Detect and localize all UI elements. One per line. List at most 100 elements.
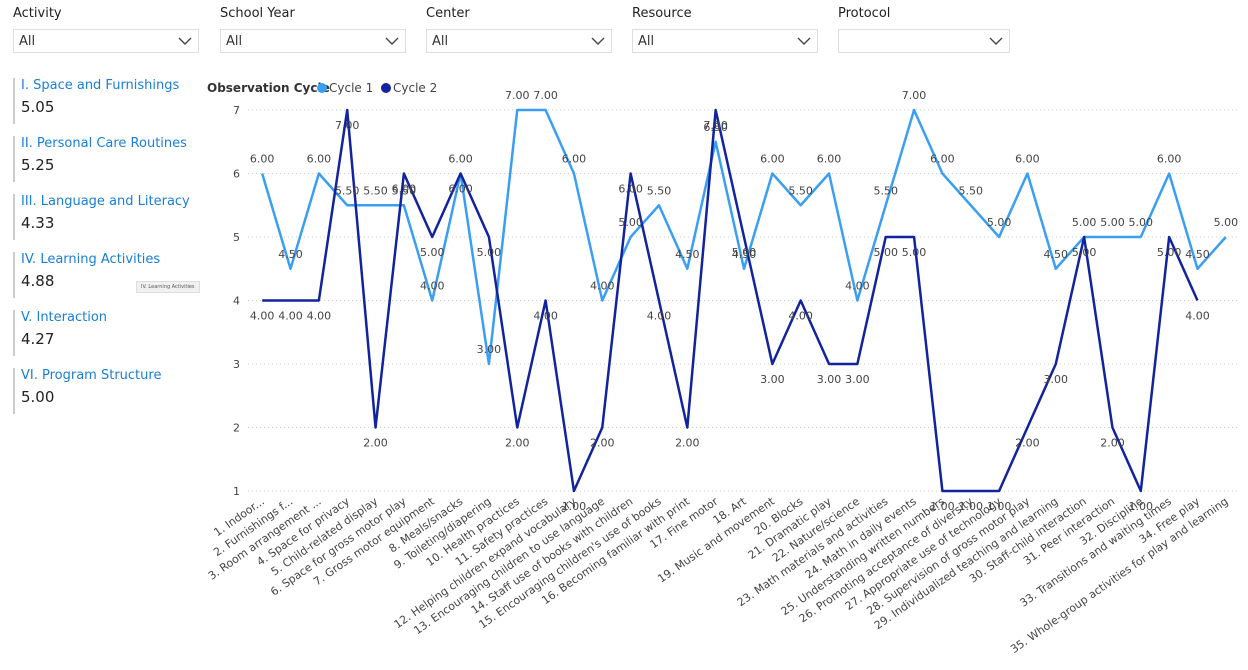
dropdown[interactable] xyxy=(838,29,1010,53)
filter-label: Activity xyxy=(13,6,62,21)
data-label: 4.00 xyxy=(420,280,445,293)
data-label: 1.00 xyxy=(958,500,983,513)
tooltip: IV. Learning Activities xyxy=(136,281,200,293)
kpi-title: IV. Learning Activities xyxy=(21,252,161,267)
data-label: 5.00 xyxy=(1129,216,1154,229)
dropdown[interactable]: All xyxy=(632,29,818,53)
legend-label: Cycle 2 xyxy=(393,81,437,95)
kpi-value: 4.88 xyxy=(21,272,55,290)
data-label: 4.00 xyxy=(533,310,558,323)
legend-label: Cycle 1 xyxy=(329,81,373,95)
data-label: 7.00 xyxy=(505,89,530,102)
legend-marker xyxy=(317,83,327,93)
chevron xyxy=(989,37,1003,45)
filter: Center All xyxy=(426,6,612,53)
data-label: 2.00 xyxy=(363,437,388,450)
data-label: 4.00 xyxy=(307,310,332,323)
data-label: 6.00 xyxy=(817,153,842,166)
data-label: 5.00 xyxy=(1214,216,1239,229)
data-label: 4.50 xyxy=(732,248,757,261)
kpi-value: 5.25 xyxy=(21,156,55,174)
data-label: 2.00 xyxy=(675,437,700,450)
line xyxy=(262,108,1199,493)
data-label: 6.00 xyxy=(250,153,275,166)
data-label: 4.00 xyxy=(250,310,275,323)
kpi-card: III. Language and Literacy 4.33 xyxy=(13,194,190,240)
data-label: 6.00 xyxy=(448,183,473,196)
dropdown[interactable]: All xyxy=(13,29,199,53)
data-label: 4.50 xyxy=(1185,248,1210,261)
data-label: 6.50 xyxy=(703,121,728,134)
kpi-value: 5.00 xyxy=(21,388,55,406)
line xyxy=(260,108,1227,366)
kpi-card: I. Space and Furnishings 5.05 xyxy=(13,78,190,124)
data-label: 3.00 xyxy=(1044,373,1069,386)
data-label: 4.00 xyxy=(590,280,615,293)
dropdown[interactable]: All xyxy=(220,29,406,53)
kpi-title: VI. Program Structure xyxy=(21,368,162,383)
kpi-list: I. Space and Furnishings 5.05 II. Personal… xyxy=(13,78,190,426)
data-label: 7.00 xyxy=(703,119,728,132)
data-label: 2.00 xyxy=(590,437,615,450)
data-label: 7.00 xyxy=(335,119,360,132)
data-label: 5.00 xyxy=(1072,246,1097,259)
kpi-title: I. Space and Furnishings xyxy=(21,78,180,93)
data-label: 5.50 xyxy=(647,184,672,197)
data-label: 4.00 xyxy=(278,310,303,323)
chevron xyxy=(178,37,192,45)
data-label: 5.00 xyxy=(1157,246,1182,259)
data-label: 4.00 xyxy=(647,310,672,323)
chevron xyxy=(385,37,399,45)
data-label: 6.00 xyxy=(1157,153,1182,166)
data-label: 4.00 xyxy=(788,310,813,323)
data-label: 5.50 xyxy=(958,184,983,197)
data-label: 6.00 xyxy=(930,153,955,166)
data-label: 5.00 xyxy=(987,216,1012,229)
data-label: 4.50 xyxy=(1044,248,1069,261)
data-label: 6.00 xyxy=(448,153,473,166)
kpi-title: III. Language and Literacy xyxy=(21,194,190,209)
filter: Activity All xyxy=(13,6,199,53)
data-label: 1.00 xyxy=(1129,500,1154,513)
dropdown[interactable]: All xyxy=(426,29,612,53)
chevron xyxy=(591,37,605,45)
data-label: 2.00 xyxy=(505,437,530,450)
data-label: 6.00 xyxy=(618,183,643,196)
data-label: 5.00 xyxy=(732,246,757,259)
filter-label: School Year xyxy=(220,6,295,21)
kpi-value: 4.33 xyxy=(21,214,55,232)
filter: Protocol xyxy=(838,6,1010,53)
data-label: 6.00 xyxy=(392,183,417,196)
data-label: 5.50 xyxy=(873,184,898,197)
data-label: 6.00 xyxy=(1015,153,1040,166)
data-label: 3.00 xyxy=(477,343,502,356)
data-label: 5.00 xyxy=(873,246,898,259)
filter: School Year All xyxy=(220,6,406,53)
data-label: 5.50 xyxy=(335,184,360,197)
legend-marker xyxy=(381,83,391,93)
kpi-title: II. Personal Care Routines xyxy=(21,136,187,151)
data-label: 6.00 xyxy=(562,153,587,166)
filter: Resource All xyxy=(632,6,818,53)
filter-label: Protocol xyxy=(838,6,891,21)
dropdown-value: All xyxy=(638,34,655,49)
data-label: 5.50 xyxy=(363,184,388,197)
data-label: 5.00 xyxy=(477,246,502,259)
kpi-value: 4.27 xyxy=(21,330,55,348)
dropdown-value: All xyxy=(19,34,36,49)
data-label: 5.00 xyxy=(1072,216,1097,229)
data-label: 3.00 xyxy=(817,373,842,386)
data-label: 4.50 xyxy=(675,248,700,261)
data-label: 6.00 xyxy=(760,153,785,166)
data-label: 1.00 xyxy=(987,500,1012,513)
data-label: 4.50 xyxy=(278,248,303,261)
chevron xyxy=(797,37,811,45)
dropdown-value: All xyxy=(226,34,243,49)
y-tick-label: 2 xyxy=(233,422,240,435)
y-tick-label: 6 xyxy=(233,168,240,181)
data-label: 4.00 xyxy=(1185,310,1210,323)
kpi-card: V. Interaction 4.27 xyxy=(13,310,190,356)
data-label: 5.50 xyxy=(392,184,417,197)
y-tick-label: 5 xyxy=(233,231,240,244)
